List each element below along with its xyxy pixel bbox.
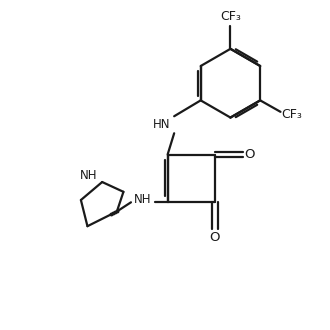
Text: CF₃: CF₃ — [281, 108, 302, 121]
Text: CF₃: CF₃ — [220, 10, 241, 23]
Text: NH: NH — [80, 169, 98, 182]
Text: HN: HN — [153, 117, 171, 131]
Text: O: O — [210, 231, 220, 244]
Text: O: O — [245, 148, 255, 161]
Text: NH: NH — [134, 192, 152, 206]
